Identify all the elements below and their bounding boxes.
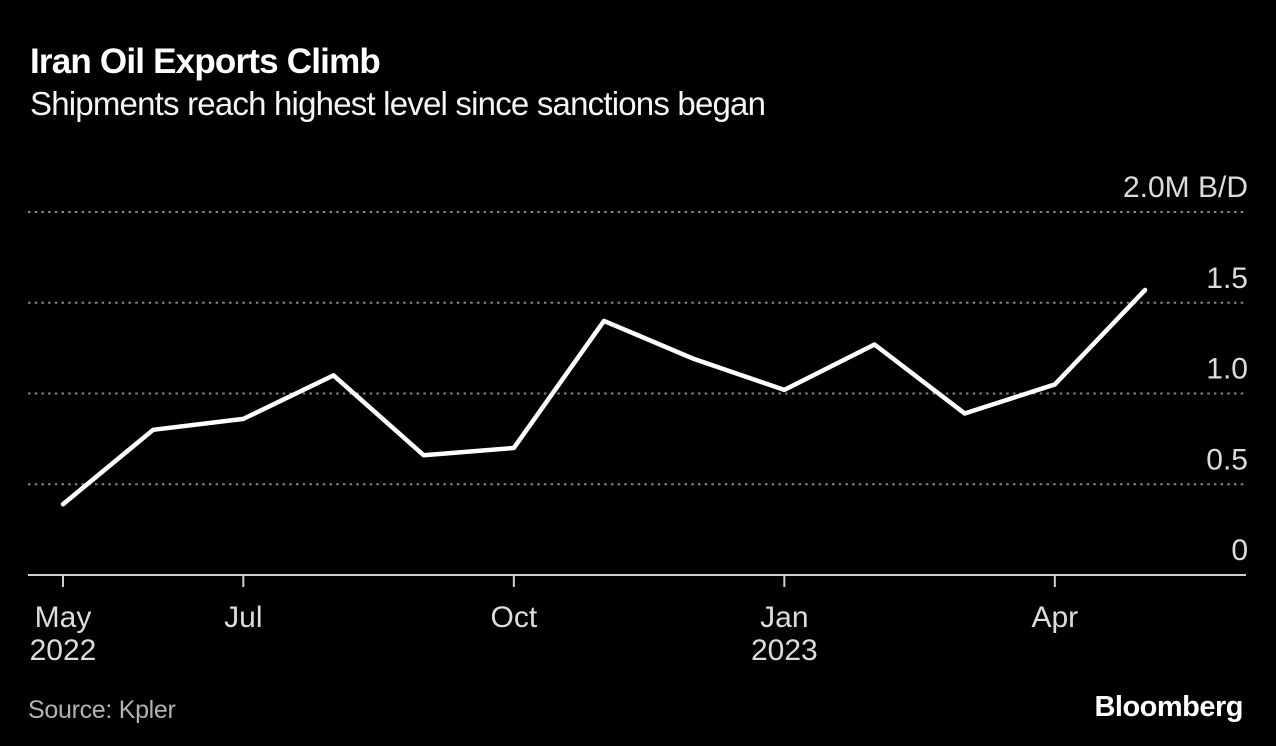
bloomberg-logo: Bloomberg [1094, 691, 1243, 723]
x-axis-label-May: May [35, 601, 92, 634]
y-axis-label-0: 0 [1231, 534, 1248, 567]
x-axis-label-Jan: Jan [760, 601, 808, 634]
x-axis-year-label-2023: 2023 [751, 634, 818, 667]
chart-subtitle: Shipments reach highest level since sanc… [30, 85, 766, 122]
source-label: Source: Kpler [28, 696, 176, 724]
x-axis-year-label-2022: 2022 [30, 634, 97, 667]
x-axis-label-Apr: Apr [1031, 601, 1078, 634]
chart-title: Iran Oil Exports Climb [30, 42, 381, 81]
y-axis-label-2.0M B/D: 2.0M B/D [1123, 171, 1248, 204]
exports-data-line [60, 287, 1148, 507]
x-axis-label-Oct: Oct [490, 601, 537, 634]
y-axis-label-0.5: 0.5 [1206, 443, 1248, 476]
y-axis-label-1.0: 1.0 [1206, 353, 1248, 386]
y-axis-label-1.5: 1.5 [1206, 262, 1248, 295]
x-axis-label-Jul: Jul [224, 601, 262, 634]
